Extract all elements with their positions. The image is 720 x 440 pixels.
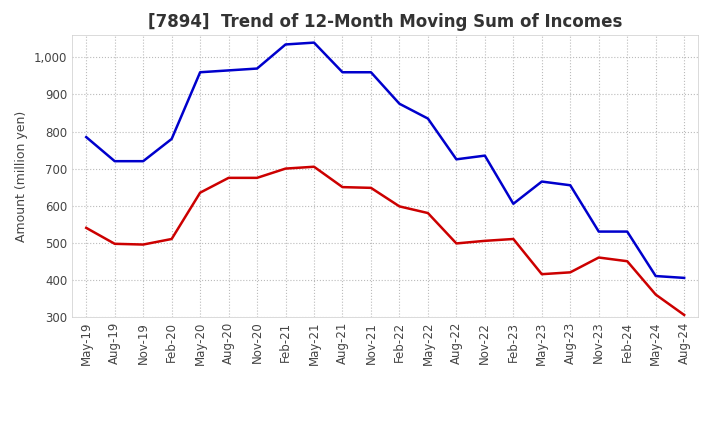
Net Income (566, 270, 575, 275)
Net Income (338, 184, 347, 190)
Ordinary Income (225, 68, 233, 73)
Net Income (82, 225, 91, 231)
Net Income (652, 292, 660, 297)
Ordinary Income (110, 158, 119, 164)
Net Income (110, 241, 119, 246)
Ordinary Income (537, 179, 546, 184)
Y-axis label: Amount (million yen): Amount (million yen) (15, 110, 28, 242)
Ordinary Income (82, 135, 91, 140)
Net Income (167, 236, 176, 242)
Line: Ordinary Income: Ordinary Income (86, 43, 684, 278)
Net Income (509, 236, 518, 242)
Ordinary Income (652, 273, 660, 279)
Ordinary Income (196, 70, 204, 75)
Net Income (423, 210, 432, 216)
Net Income (537, 271, 546, 277)
Net Income (480, 238, 489, 243)
Ordinary Income (310, 40, 318, 45)
Ordinary Income (680, 275, 688, 281)
Ordinary Income (253, 66, 261, 71)
Net Income (395, 204, 404, 209)
Ordinary Income (395, 101, 404, 106)
Line: Net Income: Net Income (86, 167, 684, 315)
Ordinary Income (338, 70, 347, 75)
Ordinary Income (480, 153, 489, 158)
Ordinary Income (595, 229, 603, 234)
Ordinary Income (566, 183, 575, 188)
Ordinary Income (139, 158, 148, 164)
Net Income (282, 166, 290, 171)
Ordinary Income (623, 229, 631, 234)
Title: [7894]  Trend of 12-Month Moving Sum of Incomes: [7894] Trend of 12-Month Moving Sum of I… (148, 13, 622, 31)
Ordinary Income (509, 201, 518, 206)
Net Income (139, 242, 148, 247)
Ordinary Income (366, 70, 375, 75)
Net Income (366, 185, 375, 191)
Net Income (253, 175, 261, 180)
Ordinary Income (423, 116, 432, 121)
Ordinary Income (167, 136, 176, 142)
Net Income (623, 259, 631, 264)
Net Income (310, 164, 318, 169)
Net Income (452, 241, 461, 246)
Net Income (595, 255, 603, 260)
Net Income (196, 190, 204, 195)
Ordinary Income (282, 42, 290, 47)
Net Income (225, 175, 233, 180)
Net Income (680, 312, 688, 318)
Ordinary Income (452, 157, 461, 162)
